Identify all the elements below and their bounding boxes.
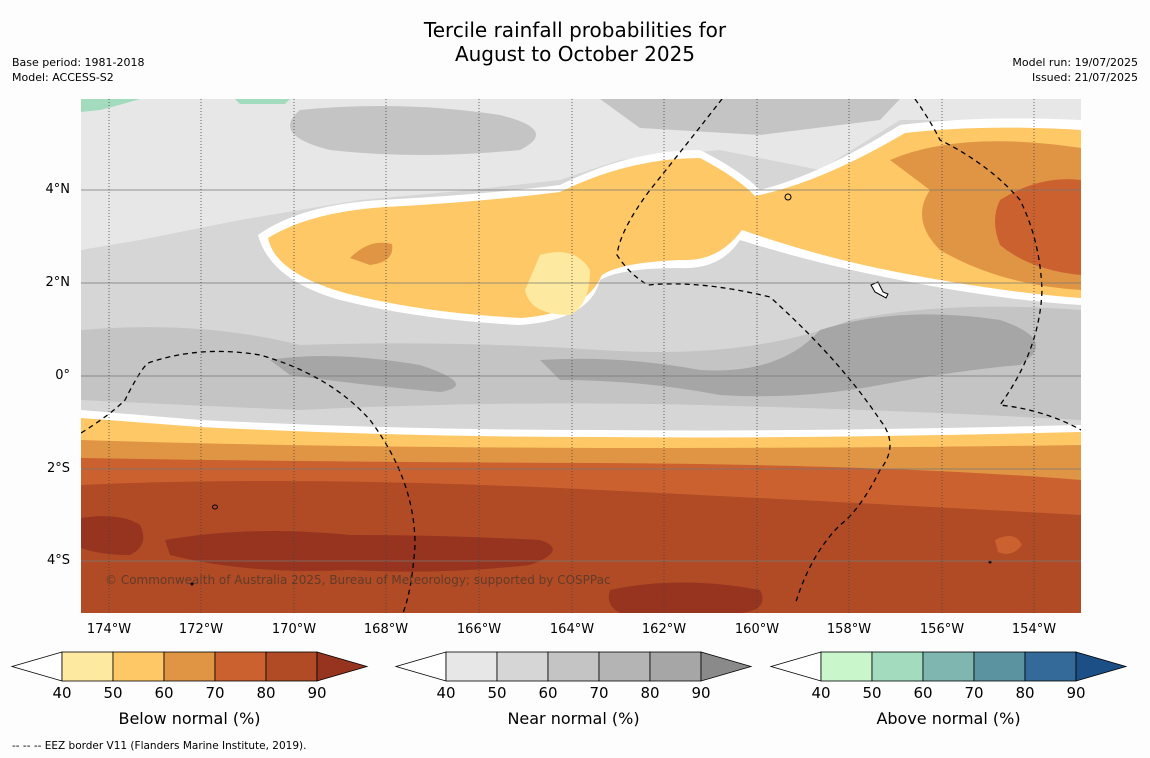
colorbar-tick-label: 90 [307, 684, 327, 702]
lat-label-4n: 4°N [45, 182, 71, 197]
colorbar-cell [496, 651, 549, 682]
above-normal-field-north [235, 99, 290, 104]
island-4 [190, 582, 194, 586]
colorbar-tick-label: 40 [436, 684, 456, 702]
colorbar-label: Below normal (%) [118, 709, 261, 728]
colorbar-cell [649, 651, 702, 682]
colorbar-cell [163, 651, 216, 682]
lon-label-168w: 168°W [363, 622, 409, 637]
lon-label-170w: 170°W [271, 622, 317, 637]
near-normal-60-70-north-east [600, 99, 900, 135]
meta-left: Base period: 1981-2018 Model: ACCESS-S2 [12, 55, 144, 85]
eez-border-central [616, 99, 891, 606]
colorbar-extend-low [394, 651, 447, 682]
footer-note: -- -- -- EEZ border V11 (Flanders Marine… [12, 740, 307, 752]
lat-label-2s: 2°S [46, 461, 70, 476]
chart-title: Tercile rainfall probabilities for Augus… [0, 18, 1150, 66]
island-1 [784, 193, 792, 201]
below-normal-50-60-north [268, 127, 1081, 318]
lon-label-172w: 172°W [178, 622, 224, 637]
grid-lines [81, 189, 1081, 562]
base-period: Base period: 1981-2018 [12, 56, 145, 69]
island-2 [870, 281, 889, 299]
colorbar-near-normal [394, 651, 753, 682]
copyright-text: © Commonwealth of Australia 2025, Bureau… [105, 573, 611, 587]
colorbar-cell [445, 651, 498, 682]
colorbar-tick-label: 50 [487, 684, 507, 702]
colorbar-tick-label: 50 [862, 684, 882, 702]
colorbar-tick-label: 90 [1066, 684, 1086, 702]
issued-date: Issued: 21/07/2025 [1031, 71, 1138, 84]
colorbar-cell [61, 651, 114, 682]
below-normal-40-50-north [525, 252, 590, 315]
below-normal-60-70-north-west [350, 242, 393, 265]
colorbar-cell [820, 651, 873, 682]
colorbar-tick-label: 40 [52, 684, 72, 702]
colorbar-cell [112, 651, 165, 682]
colorbar-label: Above normal (%) [876, 709, 1021, 728]
title-line-1: Tercile rainfall probabilities for [423, 18, 727, 42]
colorbar-cell [214, 651, 267, 682]
below-normal-70-80-island [995, 536, 1022, 554]
lon-label-166w: 166°W [456, 622, 502, 637]
below-normal-90-plus-south [608, 582, 763, 613]
colorbar-extend-low [769, 651, 822, 682]
below-normal-90-plus-west [81, 516, 144, 555]
colorbar-tick-label: 60 [154, 684, 174, 702]
meta-right: Model run: 19/07/2025 Issued: 21/07/2025 [1012, 55, 1138, 85]
lat-label-4s: 4°S [46, 553, 70, 568]
lon-label-158w: 158°W [826, 622, 872, 637]
colorbar-tick-label: 80 [1015, 684, 1035, 702]
colorbar-tick-label: 80 [256, 684, 276, 702]
lon-label-160w: 160°W [734, 622, 780, 637]
lon-label-174w: 174°W [86, 622, 132, 637]
model-name: Model: ACCESS-S2 [12, 71, 114, 84]
lon-label-156w: 156°W [919, 622, 965, 637]
eez-border-west [81, 350, 416, 613]
above-normal-field-north-west [81, 99, 140, 112]
below-normal-90-plus-centre [165, 531, 553, 572]
colorbar-tick-label: 70 [589, 684, 609, 702]
colorbar-tick-label: 80 [640, 684, 660, 702]
island-3 [212, 504, 218, 510]
below-normal-80-90-south [81, 481, 1081, 613]
colorbar-above-normal [769, 651, 1128, 682]
model-run: Model run: 19/07/2025 [1012, 56, 1138, 69]
colorbar-extend-high [316, 651, 369, 682]
colorbar-cell [922, 651, 975, 682]
colorbar-tick-label: 40 [811, 684, 831, 702]
colorbar-cell [598, 651, 651, 682]
near-normal-80-90-west [270, 356, 456, 392]
colorbar-extend-low [10, 651, 63, 682]
colorbar-label: Near normal (%) [507, 709, 640, 728]
colorbar-cell [547, 651, 600, 682]
lon-label-164w: 164°W [549, 622, 595, 637]
below-normal-70-80-north-east [995, 179, 1081, 275]
map-fields [81, 99, 1081, 613]
colorbar-tick-label: 50 [103, 684, 123, 702]
colorbar-extend-high [700, 651, 753, 682]
lon-label-154w: 154°W [1011, 622, 1057, 637]
colorbar-cell [1024, 651, 1077, 682]
lat-label-2n: 2°N [45, 275, 71, 290]
colorbar-extend-high [1075, 651, 1128, 682]
colorbar-tick-label: 60 [913, 684, 933, 702]
colorbar-tick-label: 70 [964, 684, 984, 702]
colorbar-tick-label: 90 [691, 684, 711, 702]
near-normal-60-70-north [290, 106, 536, 155]
eez-border-east [914, 99, 1081, 431]
lon-label-162w: 162°W [641, 622, 687, 637]
colorbar-below-normal [10, 651, 369, 682]
colorbar-cell [265, 651, 318, 682]
colorbar-tick-label: 70 [205, 684, 225, 702]
lat-label-0: 0° [55, 368, 70, 383]
colorbar-tick-label: 60 [538, 684, 558, 702]
colorbar-cell [973, 651, 1026, 682]
colorbar-cell [871, 651, 924, 682]
title-line-2: August to October 2025 [454, 42, 696, 66]
